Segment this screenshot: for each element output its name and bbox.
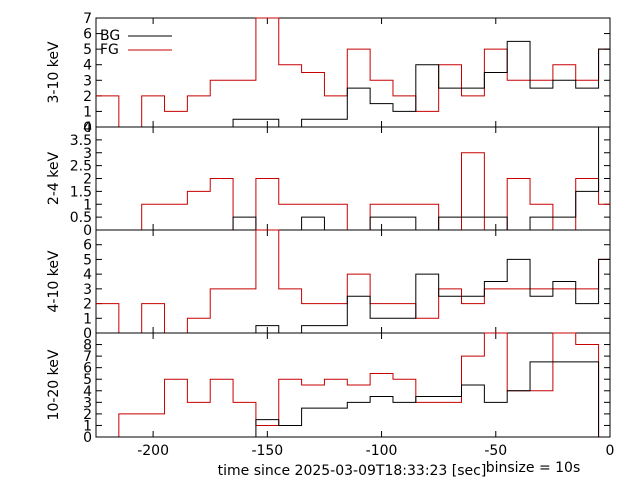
x-tick-label: -200	[137, 443, 169, 459]
panel-frame	[95, 126, 611, 231]
y-tick-label: 7	[83, 349, 92, 365]
legend: BG FG	[100, 28, 172, 58]
y-tick-label: 2	[83, 172, 92, 188]
legend-label-bg: BG	[100, 28, 120, 44]
x-tick-label: 0	[606, 443, 615, 459]
y-tick-label: 3.5	[70, 133, 92, 149]
y-tick-label: 1	[83, 104, 92, 120]
panel-frame	[95, 332, 611, 438]
series-line-bg	[96, 126, 610, 231]
y-tick-label: 6	[83, 361, 92, 377]
x-tick-label: -100	[366, 443, 398, 459]
series-line-bg	[96, 258, 610, 334]
y-tick-label: 0	[83, 430, 92, 446]
y-tick-label: 3	[83, 146, 92, 162]
y-tick-label: 1	[83, 197, 92, 213]
y-tick-label: 3	[83, 395, 92, 411]
x-tick-label: -150	[251, 443, 283, 459]
y-axis-label: 2-4 keV	[46, 152, 62, 206]
series-line-fg	[96, 332, 610, 438]
y-tick-label: 4	[83, 267, 92, 283]
y-tick-label: 5	[83, 252, 92, 268]
y-tick-label: 2	[83, 407, 92, 423]
y-tick-label: 2	[83, 89, 92, 105]
series-line-fg	[96, 229, 610, 334]
y-tick-label: 4	[83, 58, 92, 74]
y-tick-label: 8	[83, 338, 92, 354]
y-tick-label: 6	[83, 238, 92, 254]
panel-frame	[95, 229, 611, 334]
series-line-bg	[96, 40, 610, 128]
y-tick-label: 1	[83, 311, 92, 327]
y-tick-label: 0	[83, 326, 92, 342]
series-line-bg	[96, 361, 610, 438]
panel-2: 00.511.522.533.542-4 keV	[46, 120, 611, 239]
y-tick-label: 0	[83, 223, 92, 239]
binsize-note: binsize = 10s	[486, 460, 581, 476]
series-line-fg	[96, 17, 610, 128]
y-tick-label: 3	[83, 282, 92, 298]
panel-frame	[95, 17, 611, 128]
y-tick-label: 1.5	[70, 184, 92, 200]
y-tick-label: 5	[83, 372, 92, 388]
y-tick-label: 4	[83, 384, 92, 400]
y-tick-label: 0.5	[70, 210, 92, 226]
y-tick-label: 7	[83, 11, 92, 27]
x-axis-label: time since 2025-03-09T18:33:23 [sec]	[218, 463, 487, 479]
y-tick-label: 2.5	[70, 159, 92, 175]
x-tick-label: -50	[484, 443, 507, 459]
y-tick-label: 2	[83, 297, 92, 313]
legend-label-fg: FG	[100, 42, 119, 58]
y-tick-label: 6	[83, 27, 92, 43]
y-tick-label: 4	[83, 120, 92, 136]
y-axis-label: 10-20 keV	[46, 349, 62, 420]
y-axis-label: 3-10 keV	[46, 41, 62, 103]
y-tick-label: 1	[83, 418, 92, 434]
series-line-fg	[96, 152, 610, 231]
y-tick-label: 3	[83, 73, 92, 89]
y-tick-label: 0	[83, 120, 92, 136]
y-tick-label: 5	[83, 42, 92, 58]
y-axis-label: 4-10 keV	[46, 250, 62, 312]
